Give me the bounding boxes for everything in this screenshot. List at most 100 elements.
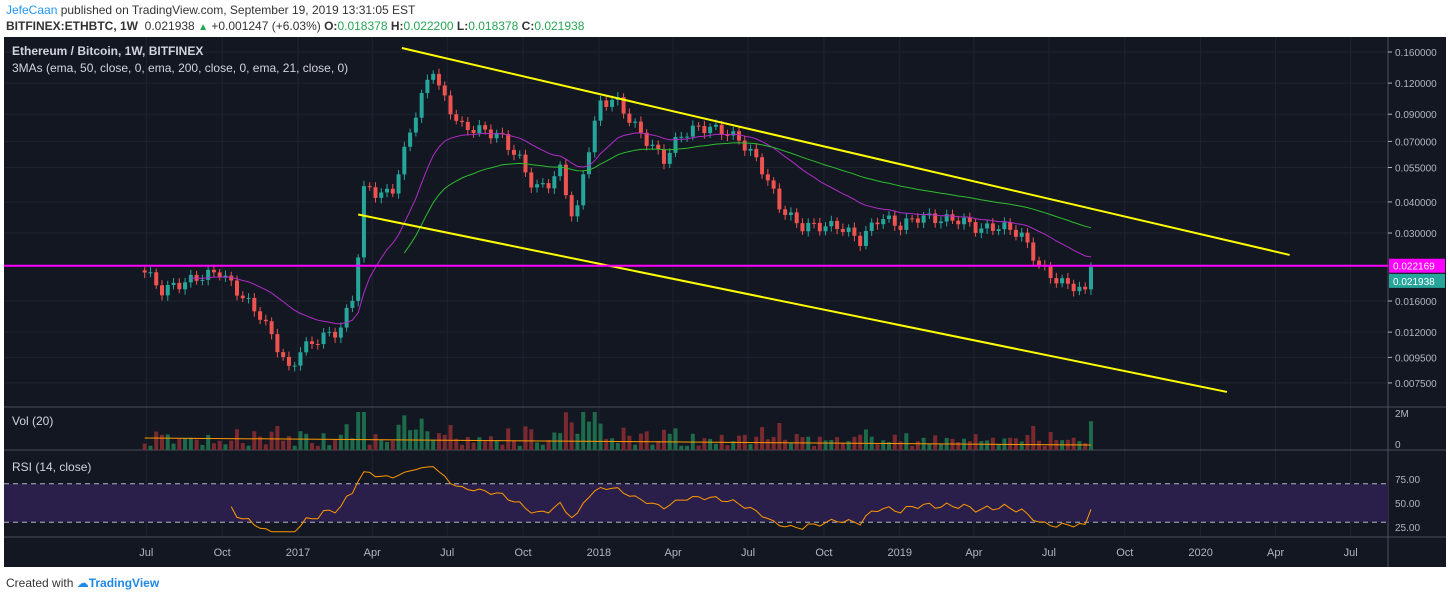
candle-body (985, 223, 990, 229)
axes: Jul Oct 2017 Apr Jul Oct 2018 Apr Jul Oct 2019 Apr J… (139, 48, 1445, 559)
candle-body (858, 235, 863, 246)
volume-bar (915, 441, 920, 450)
volume-bar (142, 443, 147, 450)
candle-body (471, 129, 476, 134)
candle-body (604, 100, 609, 107)
candle-body (788, 212, 793, 215)
volume-bar (650, 444, 655, 450)
candle-body (598, 100, 603, 121)
volume-bar (800, 437, 805, 450)
price-chart[interactable]: Jul Oct 2017 Apr Jul Oct 2018 Apr Jul Oct 2019 Apr J… (4, 37, 1446, 567)
candle-body (321, 332, 326, 345)
volume-bar (783, 439, 788, 450)
candle-body (252, 297, 257, 312)
candle-body (223, 275, 228, 278)
candle-body (910, 218, 915, 220)
candle-body (460, 120, 465, 122)
volume-bar (258, 436, 263, 450)
volume-bar (356, 412, 361, 450)
volume-bar (540, 444, 545, 450)
candle-body (558, 164, 563, 177)
candle-body (835, 220, 840, 229)
candle-body (633, 121, 638, 123)
volume-bar (586, 421, 591, 450)
candle-body (442, 85, 447, 96)
candle-body (898, 225, 903, 230)
volume-bar (425, 431, 430, 450)
candle-body (685, 136, 690, 138)
volume-bar (292, 445, 297, 450)
candle-body (690, 125, 695, 137)
volume-bar (794, 434, 799, 450)
candle-body (921, 215, 926, 223)
volume-bar (1031, 425, 1036, 450)
volume-bar (511, 440, 516, 450)
volume-bar (685, 445, 690, 450)
author-link[interactable]: JefeCaan (6, 3, 58, 17)
candle-body (183, 282, 188, 290)
candle-body (973, 222, 978, 233)
time-tick-label: Oct (514, 547, 531, 559)
candle-body (298, 352, 303, 366)
candle-body (950, 214, 955, 221)
candle-body (586, 152, 591, 175)
volume-bar (673, 428, 678, 450)
candle-body (644, 132, 649, 146)
volume-bar (194, 439, 199, 450)
ema-line (403, 142, 1092, 254)
time-tick-label: Jul (741, 547, 755, 559)
drawings[interactable] (4, 47, 1388, 393)
candle-body (783, 209, 788, 215)
volume-bar (454, 438, 459, 450)
candle-body (817, 222, 822, 232)
candle-body (829, 220, 834, 227)
candle-body (956, 220, 961, 225)
volume-bar (973, 434, 978, 450)
time-tick-label: Oct (815, 547, 832, 559)
moving-averages (190, 132, 1092, 325)
candle-body (465, 121, 470, 130)
time-tick-label: 2020 (1188, 547, 1212, 559)
price-tick-label: 0.090000 (1395, 110, 1437, 121)
volume-bar (385, 441, 390, 450)
rsi-line (230, 466, 1092, 533)
volume-bar (235, 429, 240, 450)
candle-body (904, 218, 909, 230)
price-tick-label: 0.007500 (1395, 379, 1437, 390)
candle-body (708, 126, 713, 134)
volume-bar (338, 434, 343, 450)
candle-body (742, 140, 747, 151)
price-change: +0.001247 (+6.03%) (211, 19, 321, 33)
volume-bar (575, 433, 580, 450)
volume-bar (760, 427, 765, 450)
candle-body (517, 154, 522, 156)
tradingview-logo-icon: ☁ (76, 576, 89, 590)
candle-body (535, 184, 540, 188)
price-tick-label: 0.120000 (1395, 79, 1437, 90)
volume-bar (956, 441, 961, 450)
candle-body (638, 121, 643, 133)
candle-body (621, 97, 626, 114)
candle-body (425, 79, 430, 94)
candle-body (1060, 278, 1065, 284)
time-tick-label: Apr (364, 547, 381, 559)
candle-body (887, 215, 892, 220)
candle-body (540, 183, 545, 185)
volume-bar (748, 444, 753, 450)
volume-bar (240, 443, 245, 450)
volume-bar (333, 439, 338, 450)
footer: Created with ☁TradingView (6, 576, 159, 590)
volume-bar (177, 438, 182, 450)
candle-body (390, 188, 395, 194)
publish-info: JefeCaan published on TradingView.com, S… (6, 3, 415, 17)
time-tick-label: Jul (440, 547, 454, 559)
candle-body (229, 275, 234, 281)
volume-bar (910, 445, 915, 450)
time-tick-label: 2018 (587, 547, 611, 559)
candle-body (408, 132, 413, 147)
tradingview-link[interactable]: TradingView (88, 576, 160, 590)
volume-bar (310, 443, 315, 450)
low-value: 0.018378 (468, 19, 519, 33)
volume-bar (1019, 441, 1024, 450)
candle-body (165, 284, 170, 296)
